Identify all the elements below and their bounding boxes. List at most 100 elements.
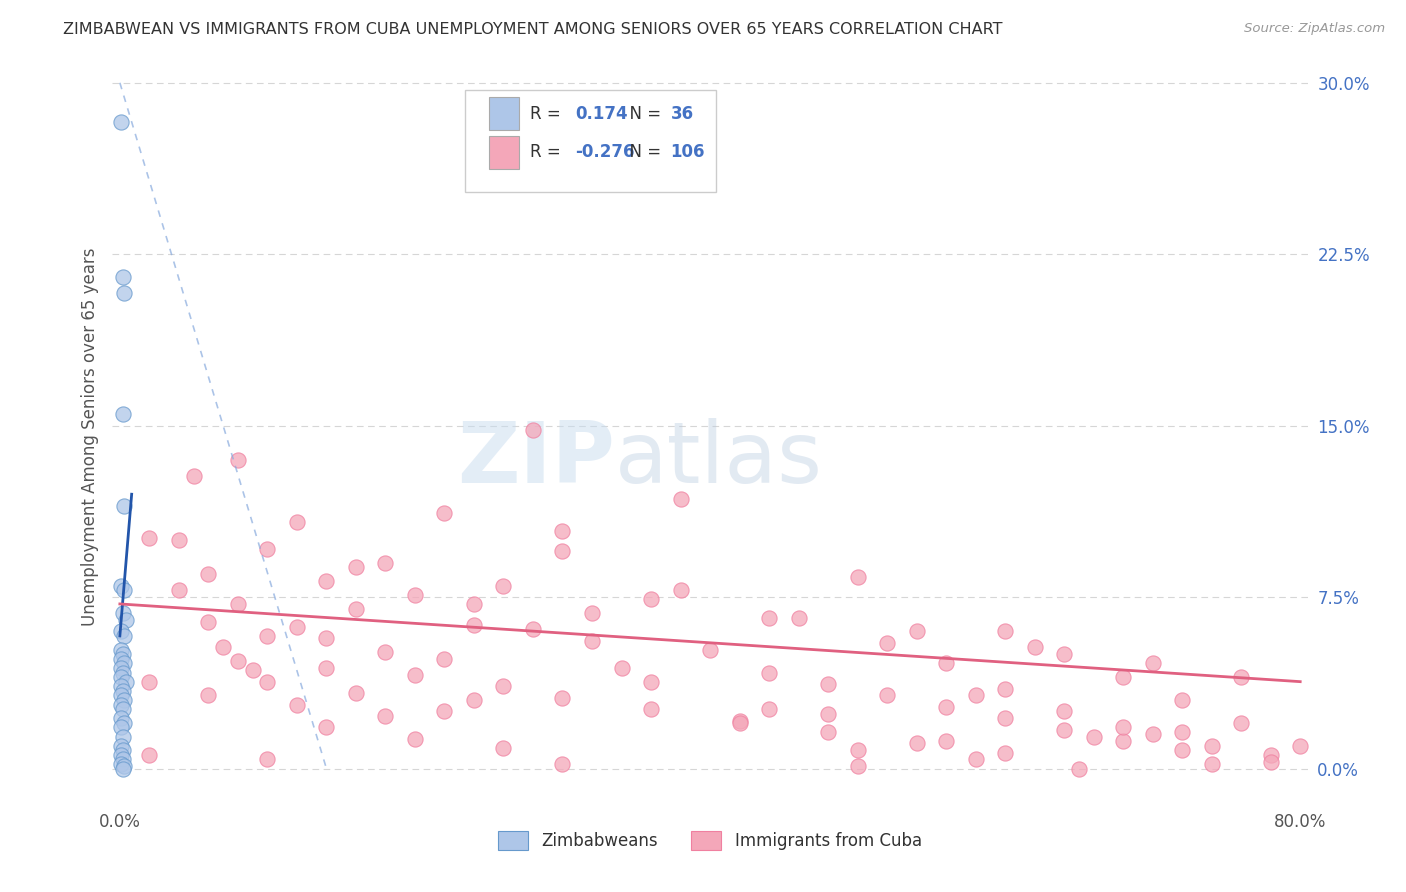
- Point: [1067, 762, 1090, 776]
- Point: [640, 592, 662, 607]
- Point: [197, 615, 219, 630]
- Point: [315, 574, 337, 588]
- Point: [167, 533, 190, 547]
- Point: [935, 657, 957, 671]
- Point: [551, 690, 574, 705]
- Point: [876, 636, 898, 650]
- Legend: Zimbabweans, Immigrants from Cuba: Zimbabweans, Immigrants from Cuba: [492, 824, 928, 856]
- Point: [1171, 693, 1194, 707]
- Point: [374, 709, 396, 723]
- Point: [110, 689, 132, 703]
- FancyBboxPatch shape: [489, 97, 519, 130]
- Point: [110, 756, 132, 771]
- Point: [374, 645, 396, 659]
- Point: [1260, 747, 1282, 762]
- Point: [965, 689, 987, 703]
- Point: [183, 469, 205, 483]
- Point: [1201, 756, 1223, 771]
- Point: [669, 583, 692, 598]
- Point: [1024, 640, 1046, 655]
- Point: [256, 752, 278, 766]
- Point: [226, 453, 249, 467]
- Point: [344, 560, 367, 574]
- Point: [1171, 743, 1194, 757]
- Point: [758, 665, 780, 680]
- Point: [404, 667, 426, 681]
- Point: [112, 583, 135, 598]
- Point: [112, 693, 135, 707]
- Point: [344, 601, 367, 615]
- Point: [1201, 739, 1223, 753]
- Point: [226, 597, 249, 611]
- Point: [111, 702, 134, 716]
- Point: [315, 720, 337, 734]
- Point: [111, 606, 134, 620]
- Point: [110, 642, 132, 657]
- Point: [285, 698, 308, 712]
- Point: [551, 756, 574, 771]
- Point: [492, 679, 515, 693]
- Point: [994, 624, 1017, 639]
- Point: [226, 654, 249, 668]
- Point: [112, 759, 135, 773]
- Point: [110, 114, 132, 128]
- Point: [138, 531, 160, 545]
- Point: [315, 661, 337, 675]
- Point: [112, 629, 135, 643]
- FancyBboxPatch shape: [465, 90, 716, 192]
- Point: [285, 515, 308, 529]
- Point: [1112, 720, 1135, 734]
- Text: Source: ZipAtlas.com: Source: ZipAtlas.com: [1244, 22, 1385, 36]
- Point: [433, 705, 456, 719]
- Point: [256, 542, 278, 557]
- Point: [935, 699, 957, 714]
- Point: [110, 739, 132, 753]
- Point: [110, 661, 132, 675]
- Point: [315, 632, 337, 646]
- Y-axis label: Unemployment Among Seniors over 65 years: Unemployment Among Seniors over 65 years: [80, 248, 98, 626]
- Point: [374, 556, 396, 570]
- Point: [110, 579, 132, 593]
- Point: [212, 640, 235, 655]
- Point: [114, 613, 136, 627]
- Point: [846, 759, 869, 773]
- Point: [111, 647, 134, 661]
- Point: [111, 730, 134, 744]
- Text: 106: 106: [671, 144, 704, 161]
- Point: [817, 725, 839, 739]
- Point: [167, 583, 190, 598]
- Point: [551, 544, 574, 558]
- Point: [110, 698, 132, 712]
- Point: [1289, 739, 1312, 753]
- Text: 0.174: 0.174: [575, 105, 627, 123]
- Point: [817, 677, 839, 691]
- Point: [640, 674, 662, 689]
- Point: [817, 706, 839, 721]
- Text: ZIMBABWEAN VS IMMIGRANTS FROM CUBA UNEMPLOYMENT AMONG SENIORS OVER 65 YEARS CORR: ZIMBABWEAN VS IMMIGRANTS FROM CUBA UNEMP…: [63, 22, 1002, 37]
- FancyBboxPatch shape: [489, 136, 519, 169]
- Point: [1112, 734, 1135, 748]
- Point: [433, 506, 456, 520]
- Point: [138, 674, 160, 689]
- Point: [728, 715, 751, 730]
- Point: [728, 714, 751, 728]
- Point: [1260, 755, 1282, 769]
- Point: [551, 524, 574, 538]
- Point: [110, 624, 132, 639]
- Point: [110, 747, 132, 762]
- Point: [1053, 705, 1076, 719]
- Point: [846, 569, 869, 583]
- Point: [111, 270, 134, 285]
- Point: [492, 579, 515, 593]
- Point: [110, 652, 132, 666]
- Point: [522, 622, 544, 636]
- Point: [876, 689, 898, 703]
- Point: [285, 620, 308, 634]
- Text: N =: N =: [619, 105, 666, 123]
- Point: [111, 762, 134, 776]
- Point: [197, 689, 219, 703]
- Point: [138, 747, 160, 762]
- Point: [758, 702, 780, 716]
- Point: [1142, 657, 1164, 671]
- Point: [110, 711, 132, 725]
